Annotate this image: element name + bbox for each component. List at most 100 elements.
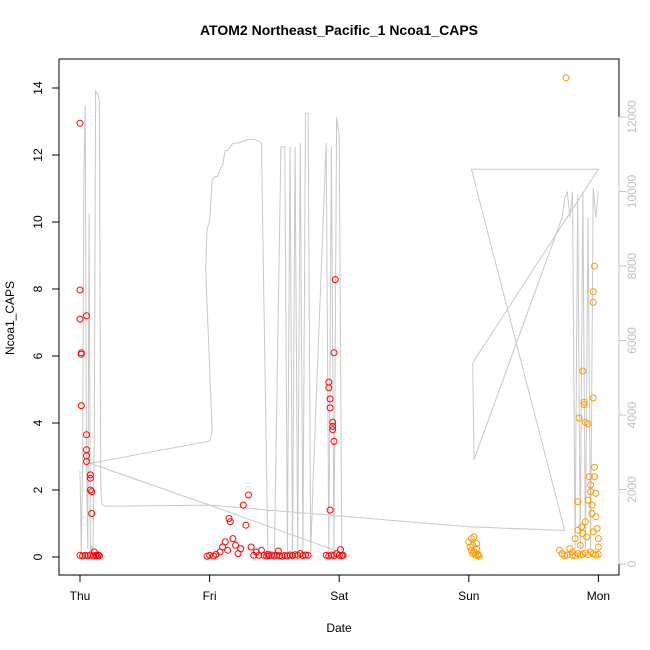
orange-data-point [591,463,598,471]
red-data-point [83,431,90,439]
orange-data-point [579,367,587,375]
orange-data-point [581,518,589,526]
right-y-tick-label: 6000 [625,327,639,354]
orange-data-point [475,552,483,560]
red-data-point [225,515,233,522]
orange-data-point [593,525,601,532]
x-axis: Thu Fri Sat Sun Mon [70,574,610,603]
right-y-tick-label: 8000 [625,252,639,279]
y-axis-label: Ncoa1_CAPS [3,281,17,355]
x-tick-label: Mon [587,589,610,603]
red-data-point [83,312,90,320]
red-data-point [304,551,312,559]
x-tick-label: Fri [203,589,217,603]
red-data-point [245,491,252,499]
red-data-point [330,437,338,445]
orange-data-point [473,540,481,548]
red-data-point [325,384,333,392]
right-y-axis: 0 2000 4000 6000 8000 10000 12000 [618,100,639,567]
y-axis: 0 2 4 6 8 10 12 14 [31,81,60,560]
red-data-point [95,552,103,560]
orange-data-point [578,523,586,531]
red-data-point [76,315,84,323]
right-y-tick-label: 0 [625,560,639,567]
orange-data-point [587,481,595,489]
red-data-point [330,349,338,357]
red-data-point [83,458,90,465]
orange-data-point [574,498,582,506]
red-data-point [86,471,94,479]
red-data-point [339,551,347,559]
orange-data-point [589,394,597,402]
red-data-point [326,395,334,403]
orange-data-point [588,510,596,517]
red-data-point [77,402,85,410]
red-data-point [232,541,239,549]
red-data-point [206,551,214,559]
red-data-point [247,543,255,551]
red-data-point [302,551,309,559]
orange-data-point [583,533,591,541]
orange-data-point [594,550,602,558]
x-tick-label: Thu [70,589,91,603]
orange-data-point [470,533,478,541]
orange-data-point [580,398,588,406]
orange-data-point [594,543,602,551]
red-data-point [291,551,299,559]
orange-data-point [571,535,579,543]
scatter-points [76,74,602,560]
red-data-point [88,488,96,496]
y-tick-label: 6 [31,352,45,359]
red-data-point [76,119,84,127]
red-data-point [337,546,344,554]
red-data-point [329,422,337,430]
red-data-point [263,552,271,560]
orange-data-point [588,501,596,509]
red-data-point [76,286,84,294]
y-tick-label: 2 [31,486,45,493]
red-data-point [86,486,94,494]
orange-data-point [584,496,592,504]
orange-data-point [585,473,593,481]
red-data-point [329,418,337,426]
y-tick-label: 12 [31,148,45,162]
red-data-point [86,474,94,482]
red-data-point [81,551,89,559]
orange-data-point [474,551,482,559]
right-y-tick-label: 4000 [625,401,639,428]
red-data-point [224,546,232,554]
orange-data-point [589,288,597,296]
orange-data-point [563,551,571,559]
orange-data-point [579,530,587,537]
red-data-point [274,547,282,555]
series-line [79,89,600,554]
orange-data-point [584,420,592,428]
red-data-point [325,378,333,386]
y-tick-label: 8 [31,285,45,292]
orange-data-point [562,74,570,82]
orange-data-point [592,489,600,497]
red-data-point [77,350,85,358]
orange-data-point [591,473,598,481]
red-data-point [221,538,229,546]
orange-data-point [589,528,597,536]
orange-data-point [592,513,600,521]
red-data-point [329,426,337,434]
red-data-point [242,521,250,529]
x-axis-label: Date [326,621,352,635]
right-y-tick-label: 10000 [625,174,639,208]
red-data-point [331,276,339,284]
red-data-point [212,550,220,558]
y-tick-label: 4 [31,419,45,426]
orange-data-point [591,262,598,270]
right-axis-series-line [79,89,600,554]
red-data-point [239,501,247,509]
y-tick-label: 10 [31,215,45,229]
red-data-point [226,518,234,526]
orange-data-point [576,541,584,549]
red-data-point [273,551,281,559]
red-data-point [276,552,284,560]
orange-data-point [580,401,588,409]
y-tick-label: 0 [31,553,45,560]
